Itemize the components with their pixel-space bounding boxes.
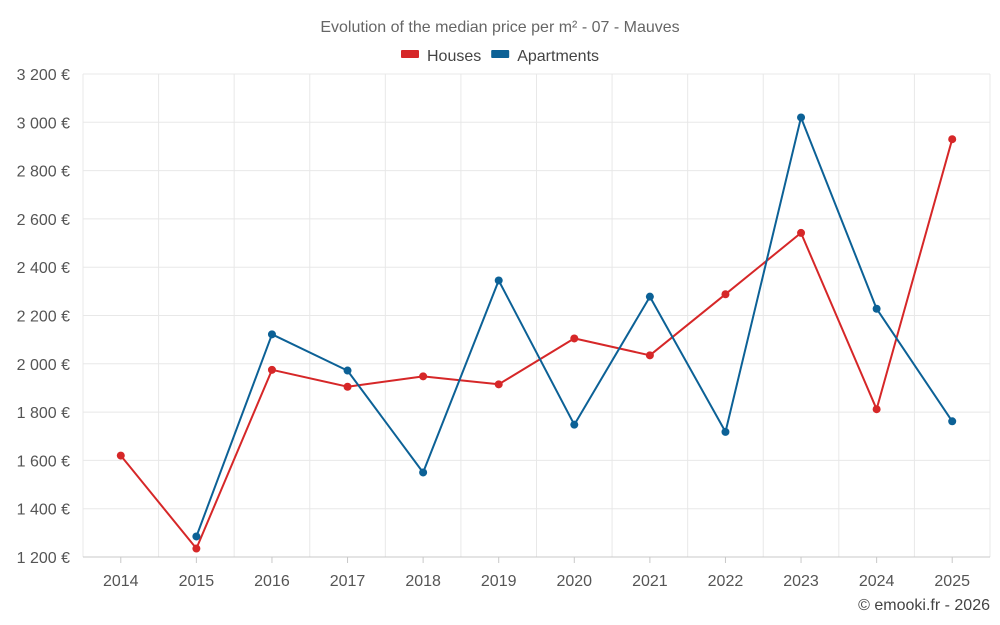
data-point (645, 292, 654, 301)
series-line-houses (120, 138, 954, 550)
legend-swatch (491, 50, 510, 58)
data-point (948, 135, 957, 144)
x-tick-label: 2015 (179, 573, 215, 590)
data-point (797, 228, 806, 237)
data-point (267, 330, 276, 339)
y-tick-label: 2 400 € (17, 260, 70, 277)
chart-legend: Houses Apartments (401, 48, 599, 65)
data-point (419, 468, 428, 477)
series-layer (116, 113, 957, 553)
legend-item-houses: Houses (401, 48, 481, 65)
chart-title: Evolution of the median price per m² - 0… (320, 19, 679, 36)
data-point (419, 372, 428, 381)
data-point (494, 276, 503, 285)
y-tick-label: 1 400 € (17, 502, 70, 519)
x-tick-label: 2025 (934, 573, 970, 590)
chart-credit: © emooki.fr - 2026 (858, 597, 990, 614)
y-tick-label: 2 200 € (17, 309, 70, 326)
legend-label: Apartments (517, 48, 599, 65)
y-tick-label: 1 800 € (17, 405, 70, 422)
legend-item-apartments: Apartments (491, 48, 599, 65)
series-houses (116, 135, 957, 553)
y-tick-label: 1 200 € (17, 550, 70, 567)
data-point (116, 451, 125, 460)
x-tick-label: 2016 (254, 573, 290, 590)
series-apartments (192, 113, 957, 541)
data-point (343, 382, 352, 391)
data-point (721, 290, 730, 299)
data-point (872, 304, 881, 313)
y-tick-label: 2 800 € (17, 164, 70, 181)
data-point (570, 334, 579, 343)
x-tick-label: 2019 (481, 573, 517, 590)
y-tick-label: 2 600 € (17, 212, 70, 229)
data-point (192, 532, 201, 541)
data-point (192, 544, 201, 553)
data-point (872, 405, 881, 414)
x-tick-label: 2018 (405, 573, 441, 590)
x-tick-label: 2014 (103, 573, 139, 590)
x-tick-label: 2021 (632, 573, 668, 590)
data-point (570, 420, 579, 429)
x-tick-label: 2017 (330, 573, 366, 590)
y-tick-label: 3 200 € (17, 67, 70, 84)
y-tick-label: 2 000 € (17, 357, 70, 374)
x-tick-label: 2020 (556, 573, 592, 590)
data-point (267, 365, 276, 374)
x-tick-label: 2024 (859, 573, 895, 590)
grid-lines (82, 73, 991, 557)
y-tick-label: 3 000 € (17, 115, 70, 132)
legend-swatch (401, 50, 419, 58)
data-point (797, 113, 806, 122)
data-point (645, 351, 654, 360)
axes: 1 200 € 1 400 € 1 600 € 1 800 € 2 000 € 2 200… (17, 67, 990, 590)
data-point (343, 366, 352, 375)
data-point (721, 427, 730, 436)
y-tick-label: 1 600 € (17, 453, 70, 470)
x-tick-label: 2023 (783, 573, 819, 590)
legend-label: Houses (427, 48, 481, 65)
data-point (494, 380, 503, 389)
x-tick-label: 2022 (708, 573, 744, 590)
data-point (948, 417, 957, 426)
